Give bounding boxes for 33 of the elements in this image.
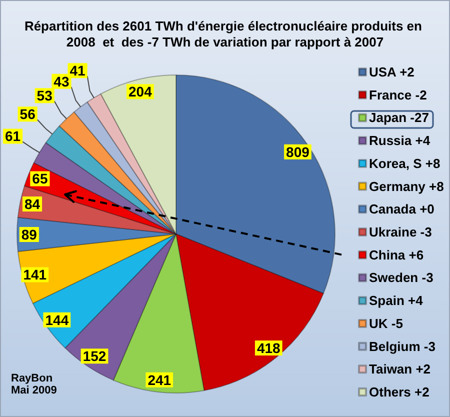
legend-label: Japan -27 [369,110,429,126]
data-label: 809 [286,144,310,160]
data-label: 84 [24,196,40,212]
legend-label: China +6 [369,247,424,262]
data-label: 61 [4,128,21,144]
text: Mai 2009 [11,384,57,396]
legend-label: Ukraine -3 [369,224,432,240]
data-label: 418 [256,340,281,356]
legend-label: Others +2 [369,384,430,400]
data-label: 204 [128,84,152,100]
data-label: 241 [148,372,172,388]
legend-label: Canada +0 [369,202,434,217]
data-label: 43 [54,73,70,90]
data-label: 89 [21,226,38,242]
legend-label: UK -5 [369,316,403,331]
chart-title: Répartition des 2601 TWh d'énergie électronucléaire produits en 2008 et des -7 TWh de variation par rapport à 2007 [24,18,426,50]
data-label: 141 [23,266,47,283]
data-label: 56 [20,106,36,122]
legend-label: Sweden -3 [369,270,434,286]
legend-label: Spain +4 [369,293,424,308]
data-label: 65 [32,170,48,187]
data-label: 144 [45,312,69,328]
legend-label: Russia +4 [369,133,431,148]
legend-label: Taiwan +2 [369,362,431,377]
legend-label: USA +2 [369,64,414,80]
data-label: 53 [36,88,53,104]
legend-label: France -2 [369,87,427,102]
legend-label: Belgium -3 [369,338,436,354]
legend-label: Korea, S +8 [369,156,440,171]
text: RayBon [11,372,53,384]
data-label: 152 [82,348,106,364]
data-label: 41 [70,62,86,79]
legend-label: Germany +8 [369,178,444,194]
